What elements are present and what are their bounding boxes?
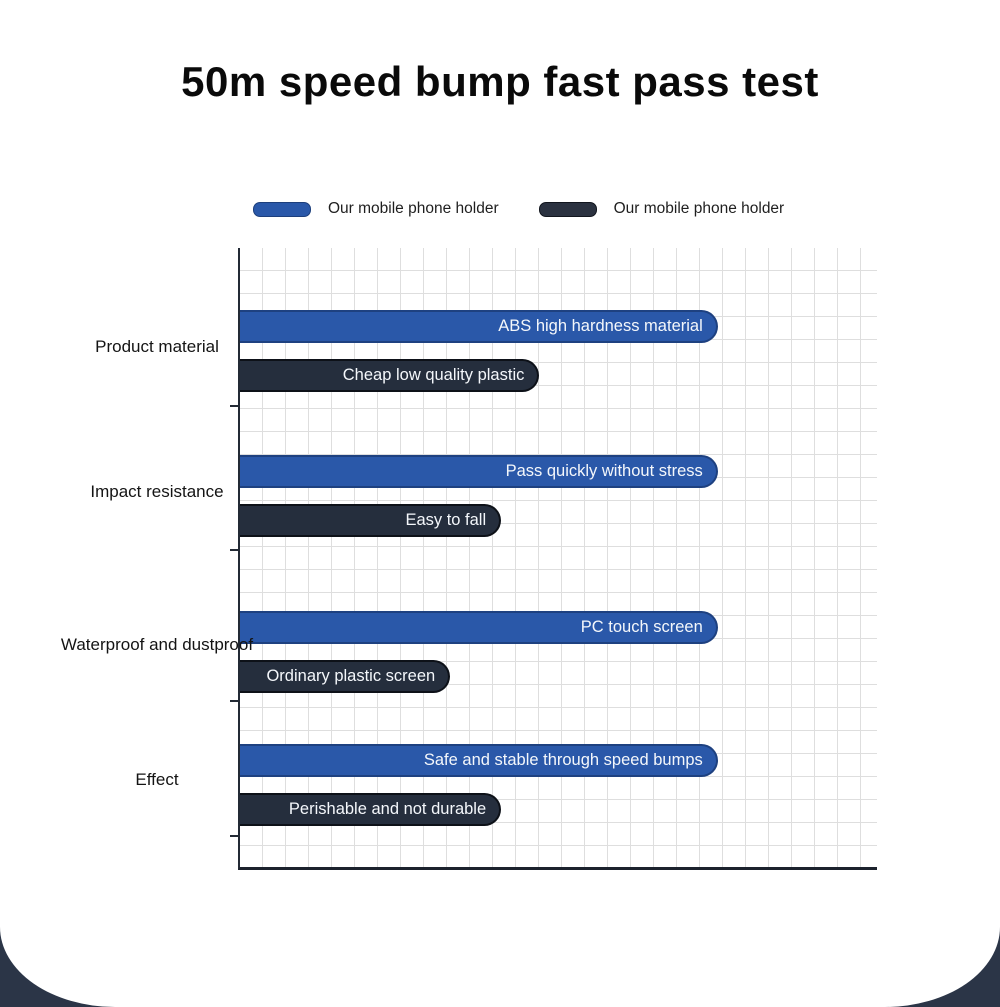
legend-item-dark: Our mobile phone holder	[538, 200, 785, 218]
bar-label: Easy to fall	[405, 511, 487, 529]
bar-dark-3: Perishable and not durable	[240, 793, 502, 826]
legend: Our mobile phone holder Our mobile phone…	[253, 200, 784, 218]
category-label-product-material: Product material	[95, 337, 219, 356]
y-axis-tick	[230, 405, 238, 407]
bar-label: Pass quickly without stress	[505, 462, 703, 480]
legend-swatch-dark-icon	[538, 201, 597, 217]
bar-dark-1: Easy to fall	[240, 504, 502, 537]
y-axis-tick	[230, 549, 238, 551]
category-label-effect: Effect	[135, 770, 179, 789]
page-title: 50m speed bump fast pass test	[181, 58, 819, 105]
y-axis-tick	[230, 700, 238, 702]
legend-label-dark: Our mobile phone holder	[613, 200, 785, 217]
bar-chart: ABS high hardness material Pass quickly w…	[230, 248, 877, 870]
bar-label: Safe and stable through speed bumps	[423, 751, 703, 769]
bar-blue-0: ABS high hardness material	[240, 310, 718, 343]
bar-blue-2: PC touch screen	[240, 611, 718, 644]
legend-swatch-blue-icon	[253, 201, 311, 217]
bar-label: PC touch screen	[580, 618, 703, 636]
bar-label: Cheap low quality plastic	[342, 366, 525, 384]
bar-label: Ordinary plastic screen	[266, 667, 436, 685]
bar-dark-2: Ordinary plastic screen	[240, 660, 451, 693]
bar-label: ABS high hardness material	[498, 317, 703, 335]
bar-blue-3: Safe and stable through speed bumps	[240, 744, 718, 777]
bar-blue-1: Pass quickly without stress	[240, 455, 718, 488]
bar-label: Perishable and not durable	[288, 800, 487, 818]
y-axis-tick	[230, 835, 238, 837]
category-label-impact-resistance: Impact resistance	[90, 482, 224, 501]
category-label-waterproof-dustproof: Waterproof and dustproof	[60, 635, 254, 654]
legend-item-blue: Our mobile phone holder	[253, 200, 499, 218]
bar-dark-0: Cheap low quality plastic	[240, 359, 540, 392]
legend-label-blue: Our mobile phone holder	[328, 200, 499, 217]
